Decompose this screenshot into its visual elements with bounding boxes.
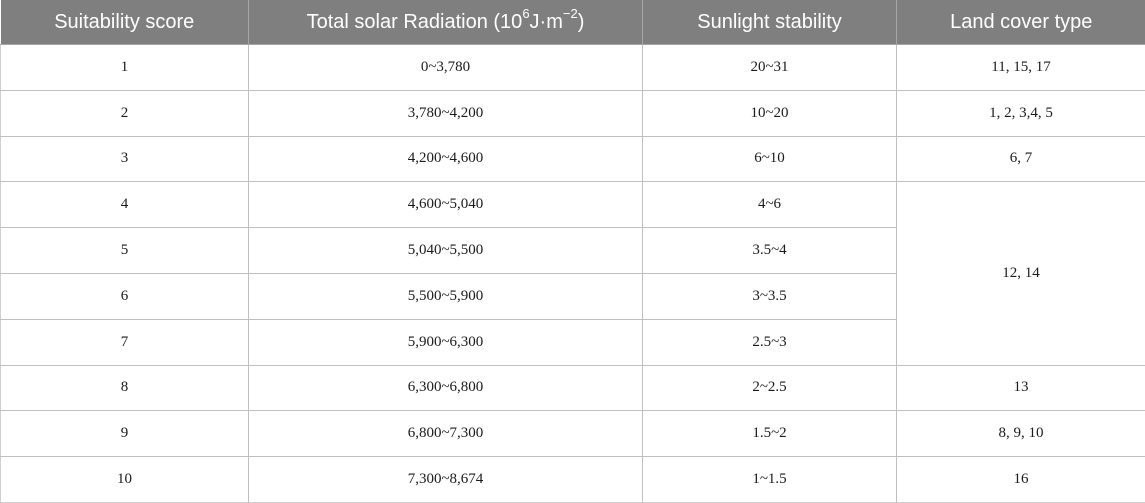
header-suitability-score: Suitability score <box>1 0 249 45</box>
header-total-solar-radiation: Total solar Radiation (106J·m−2) <box>249 0 643 45</box>
header-land-cover-type: Land cover type <box>897 0 1145 45</box>
header-radiation-prefix: Total solar Radiation (10 <box>307 11 523 33</box>
cell-landcover: 16 <box>897 457 1145 503</box>
cell-landcover-merged: 12, 14 <box>897 182 1145 365</box>
cell-stability: 1.5~2 <box>643 411 897 457</box>
cell-landcover: 6, 7 <box>897 136 1145 182</box>
header-radiation-unit-exponent: −2 <box>563 6 578 21</box>
cell-score: 1 <box>1 45 249 91</box>
cell-score: 3 <box>1 136 249 182</box>
cell-radiation: 6,300~6,800 <box>249 365 643 411</box>
cell-stability: 2~2.5 <box>643 365 897 411</box>
cell-landcover: 8, 9, 10 <box>897 411 1145 457</box>
cell-stability: 20~31 <box>643 45 897 91</box>
header-radiation-exponent: 6 <box>522 6 529 21</box>
cell-landcover: 13 <box>897 365 1145 411</box>
cell-stability: 4~6 <box>643 182 897 228</box>
cell-radiation: 4,600~5,040 <box>249 182 643 228</box>
table-row: 10 7,300~8,674 1~1.5 16 <box>1 457 1145 503</box>
cell-radiation: 6,800~7,300 <box>249 411 643 457</box>
cell-landcover: 11, 15, 17 <box>897 45 1145 91</box>
cell-radiation: 7,300~8,674 <box>249 457 643 503</box>
table-row: 3 4,200~4,600 6~10 6, 7 <box>1 136 1145 182</box>
cell-score: 6 <box>1 273 249 319</box>
cell-stability: 2.5~3 <box>643 319 897 365</box>
table-header: Suitability score Total solar Radiation … <box>1 0 1145 45</box>
cell-radiation: 3,780~4,200 <box>249 90 643 136</box>
table-row: 8 6,300~6,800 2~2.5 13 <box>1 365 1145 411</box>
header-row: Suitability score Total solar Radiation … <box>1 0 1145 45</box>
cell-landcover: 1, 2, 3,4, 5 <box>897 90 1145 136</box>
cell-stability: 3~3.5 <box>643 273 897 319</box>
cell-radiation: 5,500~5,900 <box>249 273 643 319</box>
table-body: 1 0~3,780 20~31 11, 15, 17 2 3,780~4,200… <box>1 45 1145 503</box>
cell-stability: 6~10 <box>643 136 897 182</box>
cell-score: 2 <box>1 90 249 136</box>
header-sunlight-stability: Sunlight stability <box>643 0 897 45</box>
table-row: 9 6,800~7,300 1.5~2 8, 9, 10 <box>1 411 1145 457</box>
cell-stability: 3.5~4 <box>643 228 897 274</box>
cell-score: 10 <box>1 457 249 503</box>
cell-stability: 1~1.5 <box>643 457 897 503</box>
cell-radiation: 0~3,780 <box>249 45 643 91</box>
table-row: 4 4,600~5,040 4~6 12, 14 <box>1 182 1145 228</box>
cell-radiation: 5,040~5,500 <box>249 228 643 274</box>
cell-score: 7 <box>1 319 249 365</box>
cell-score: 8 <box>1 365 249 411</box>
cell-radiation: 5,900~6,300 <box>249 319 643 365</box>
cell-score: 9 <box>1 411 249 457</box>
cell-stability: 10~20 <box>643 90 897 136</box>
header-radiation-suffix: ) <box>578 11 585 33</box>
table-row: 2 3,780~4,200 10~20 1, 2, 3,4, 5 <box>1 90 1145 136</box>
cell-score: 4 <box>1 182 249 228</box>
cell-score: 5 <box>1 228 249 274</box>
cell-radiation: 4,200~4,600 <box>249 136 643 182</box>
table-row: 1 0~3,780 20~31 11, 15, 17 <box>1 45 1145 91</box>
header-radiation-unit: J·m <box>530 11 563 33</box>
